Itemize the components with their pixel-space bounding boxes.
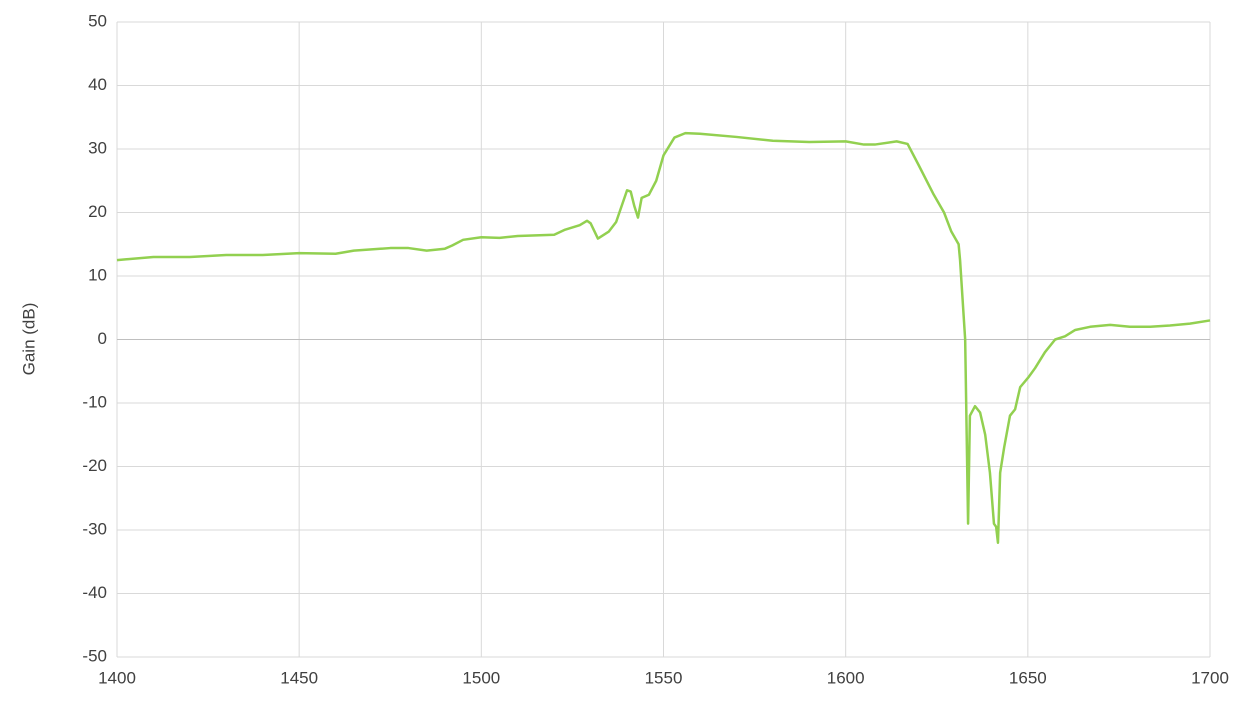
y-tick-label: 50 [88, 11, 107, 30]
y-tick-label: 30 [88, 138, 107, 157]
y-tick-label: -40 [82, 583, 107, 602]
y-tick-label: 0 [98, 329, 107, 348]
x-tick-label: 1550 [645, 668, 683, 687]
x-tick-label: 1400 [98, 668, 136, 687]
x-tick-label: 1600 [827, 668, 865, 687]
x-tick-label: 1450 [280, 668, 318, 687]
y-tick-label: 10 [88, 265, 107, 284]
data-line [116, 131, 1211, 544]
y-tick-label: 20 [88, 202, 107, 221]
y-tick-label: -30 [82, 519, 107, 538]
y-tick-label: -20 [82, 456, 107, 475]
y-tick-label: 40 [88, 75, 107, 94]
x-tick-label: 1700 [1191, 668, 1229, 687]
x-tick-label: 1500 [462, 668, 500, 687]
x-tick-label: 1650 [1009, 668, 1047, 687]
y-axis-label: Gain (dB) [19, 303, 38, 376]
y-tick-label: -50 [82, 646, 107, 665]
y-tick-label: -10 [82, 392, 107, 411]
